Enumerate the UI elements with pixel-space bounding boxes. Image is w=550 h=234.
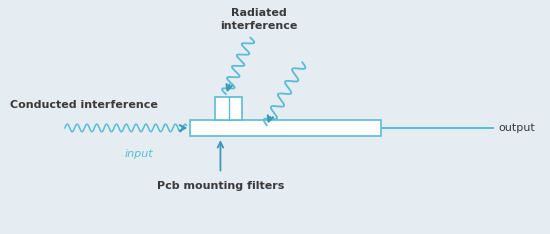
Text: Radiated
interference: Radiated interference	[220, 8, 298, 31]
Text: input: input	[124, 149, 153, 159]
Text: output: output	[499, 123, 536, 133]
Bar	[190, 120, 382, 136]
Bar	[215, 97, 242, 120]
Text: Conducted interference: Conducted interference	[10, 100, 158, 110]
Text: Pcb mounting filters: Pcb mounting filters	[157, 182, 284, 191]
